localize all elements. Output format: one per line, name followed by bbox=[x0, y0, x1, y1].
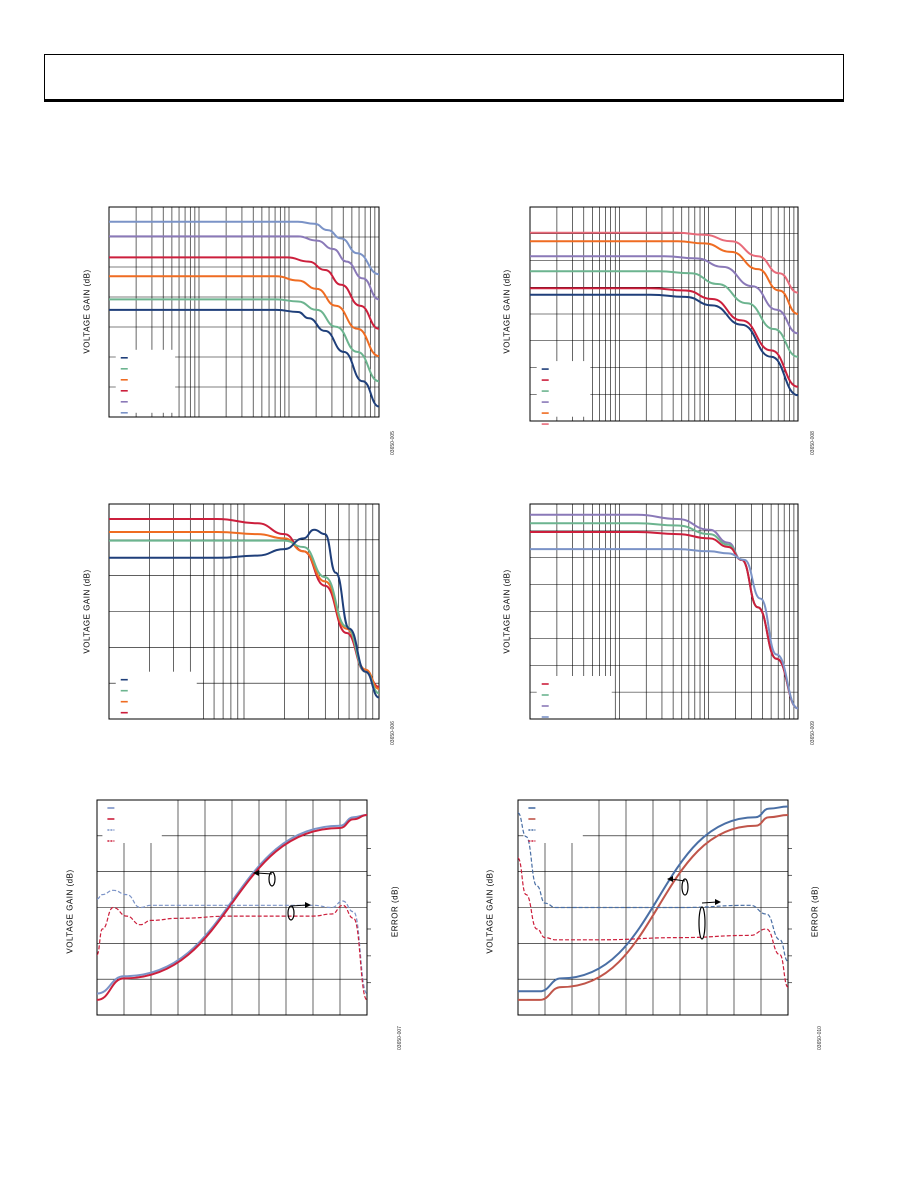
chart-panel-mid-left: VOLTAGE GAIN (dB) 03650-006 bbox=[60, 495, 420, 755]
figure-id: 03650-008 bbox=[810, 431, 816, 455]
series-line-2 bbox=[517, 812, 789, 962]
annotation-ellipse bbox=[681, 878, 689, 896]
annotation-arrowhead bbox=[305, 902, 311, 908]
series-line-1 bbox=[518, 814, 789, 1001]
annotation-arrowhead bbox=[715, 899, 721, 905]
chart-panel-mid-right: VOLTAGE GAIN (dB) 03650-009 bbox=[480, 495, 840, 755]
series-line-3 bbox=[530, 548, 799, 710]
figure-id: 03650-009 bbox=[810, 721, 816, 745]
series-line-1 bbox=[96, 814, 368, 1001]
chart-panel-bot-right: VOLTAGE GAIN (dB) ERROR (dB) 03650-010 bbox=[475, 795, 845, 1065]
y-axis-label: VOLTAGE GAIN (dB) bbox=[82, 569, 92, 654]
legend-box bbox=[115, 671, 197, 719]
annotation-arrowhead bbox=[253, 870, 259, 876]
series-line-0 bbox=[530, 231, 799, 294]
plot-frame bbox=[96, 799, 368, 1016]
y2-axis-label: ERROR (dB) bbox=[810, 885, 820, 938]
y-axis-label: VOLTAGE GAIN (dB) bbox=[65, 869, 75, 954]
legend-box bbox=[115, 349, 176, 413]
series-line-5 bbox=[108, 308, 380, 408]
series-line-2 bbox=[108, 256, 380, 330]
legend-box bbox=[523, 800, 583, 843]
figure-id: 03650-010 bbox=[817, 1026, 823, 1050]
figure-id: 03650-005 bbox=[390, 431, 396, 455]
legend-box bbox=[536, 676, 612, 719]
series-line-4 bbox=[530, 287, 799, 388]
series-line-2 bbox=[96, 889, 368, 995]
annotation-arrow bbox=[256, 872, 273, 875]
series-line-3 bbox=[108, 528, 380, 699]
annotation-ellipse bbox=[268, 871, 276, 887]
series-line-3 bbox=[530, 270, 799, 358]
chart-panel-top-left: VOLTAGE GAIN (dB) 03650-005 bbox=[60, 195, 420, 465]
annotation-ellipse bbox=[698, 906, 706, 940]
plot-frame bbox=[108, 206, 380, 418]
series-line-3 bbox=[109, 275, 380, 358]
series-line-0 bbox=[96, 814, 368, 995]
series-line-1 bbox=[530, 240, 799, 315]
y-axis-label: VOLTAGE GAIN (dB) bbox=[82, 269, 92, 354]
y-axis-label: VOLTAGE GAIN (dB) bbox=[502, 569, 512, 654]
series-line-3 bbox=[96, 904, 368, 1001]
figure-id: 03650-007 bbox=[397, 1026, 403, 1050]
y-axis-label: VOLTAGE GAIN (dB) bbox=[502, 269, 512, 354]
y-axis-label: VOLTAGE GAIN (dB) bbox=[485, 869, 495, 954]
plot-frame bbox=[108, 503, 380, 720]
series-line-4 bbox=[109, 298, 380, 383]
plot-frame bbox=[517, 799, 789, 1016]
chart-panel-top-right: VOLTAGE GAIN (dB) 03650-008 bbox=[480, 195, 840, 465]
legend-box bbox=[536, 361, 591, 417]
chart-svg bbox=[529, 206, 799, 425]
chart-svg bbox=[529, 503, 799, 720]
legend-box bbox=[102, 800, 162, 843]
plot-frame bbox=[529, 503, 799, 720]
chart-panel-bot-left: VOLTAGE GAIN (dB) ERROR (dB) 03650-007 bbox=[55, 795, 425, 1065]
chart-svg bbox=[517, 799, 792, 1016]
annotation-arrow bbox=[670, 878, 686, 882]
annotation-arrowhead bbox=[667, 876, 673, 882]
figure-id: 03650-006 bbox=[390, 721, 396, 745]
annotation-arrow bbox=[701, 901, 718, 904]
series-line-3 bbox=[517, 857, 789, 988]
page-header-box bbox=[44, 54, 844, 102]
chart-svg bbox=[96, 799, 371, 1016]
annotation-arrow bbox=[290, 904, 308, 907]
series-line-0 bbox=[109, 220, 380, 276]
y2-axis-label: ERROR (dB) bbox=[390, 885, 400, 938]
series-line-1 bbox=[109, 235, 380, 301]
series-line-2 bbox=[530, 531, 799, 710]
chart-svg bbox=[108, 503, 380, 720]
chart-svg bbox=[108, 206, 380, 418]
series-line-2 bbox=[530, 255, 799, 335]
series-line-5 bbox=[530, 293, 799, 397]
series-line-0 bbox=[518, 805, 789, 993]
annotation-ellipse bbox=[287, 905, 295, 921]
